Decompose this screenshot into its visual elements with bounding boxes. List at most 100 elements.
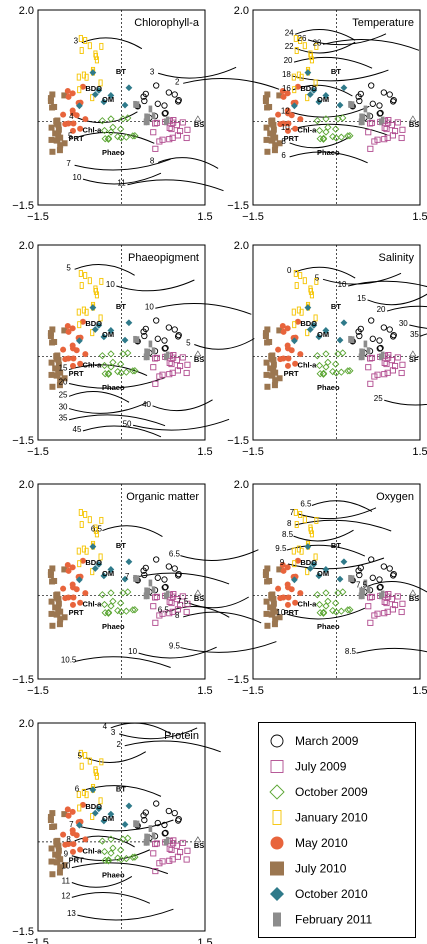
data-point (79, 801, 86, 808)
data-point (84, 791, 89, 799)
data-point (275, 585, 282, 592)
contour-label: 2 (175, 77, 180, 86)
data-point (264, 148, 271, 155)
data-point (383, 125, 390, 133)
data-point (65, 328, 72, 335)
panel-phaeopigment: 2.0−1.5−1.5 1.5Phaeopigment51010515202530… (12, 240, 255, 458)
contour-label: 3 (150, 67, 155, 76)
tick-label-y-max: 2.0 (19, 240, 34, 252)
site-label: BDO (85, 558, 102, 567)
data-point (350, 575, 355, 583)
data-point (48, 858, 55, 865)
data-point (169, 369, 176, 376)
site-label: PRT (69, 856, 84, 865)
data-point (313, 352, 321, 360)
contour-label: 15 (357, 294, 366, 303)
contour-label: 2 (116, 740, 121, 749)
contour-line (132, 418, 230, 431)
contour-label: 11 (62, 876, 71, 885)
contour-line (102, 525, 163, 537)
data-point (322, 566, 330, 573)
data-point (84, 308, 89, 316)
data-point (165, 324, 172, 331)
data-point (365, 364, 372, 371)
data-point (78, 749, 83, 757)
contour-line (291, 123, 388, 136)
data-point (152, 120, 159, 127)
contour-label: 11 (117, 179, 126, 188)
contour-label: 8.5 (282, 530, 294, 539)
contour-label: 25 (59, 390, 68, 399)
tick-label-y-min: −1.5 (227, 200, 249, 212)
contour-label: 16 (282, 84, 291, 93)
data-point (75, 576, 83, 584)
data-point (55, 131, 62, 138)
data-point (162, 109, 169, 117)
data-point (133, 574, 137, 582)
data-point (153, 556, 160, 563)
data-point (153, 593, 160, 600)
data-point (170, 352, 177, 359)
data-point (156, 138, 163, 145)
contour-line (74, 835, 135, 848)
data-point (135, 820, 140, 828)
data-point (313, 314, 318, 322)
contour-line (138, 646, 217, 659)
data-point (159, 136, 166, 143)
data-point (336, 575, 344, 583)
data-point (294, 47, 299, 54)
data-point (268, 353, 275, 360)
data-point (55, 605, 62, 612)
data-point (78, 34, 83, 42)
data-point (308, 524, 313, 532)
data-point (309, 530, 314, 538)
contour-label: 7 (69, 820, 74, 829)
data-point (384, 369, 391, 376)
data-point (107, 363, 115, 371)
data-point (173, 842, 180, 849)
data-point (363, 579, 368, 587)
data-point (183, 608, 190, 616)
data-point (313, 553, 318, 561)
contour-line (297, 507, 377, 520)
data-point (82, 116, 89, 123)
data-point (367, 380, 374, 387)
data-point (173, 357, 180, 364)
contour-line (110, 722, 172, 735)
contour-line (180, 641, 277, 653)
data-point (346, 367, 354, 375)
data-point (336, 336, 344, 344)
data-point (365, 129, 372, 136)
contour-line (157, 66, 237, 79)
contour-label: 22 (285, 42, 294, 51)
data-point (125, 319, 133, 327)
data-point (55, 126, 62, 133)
data-point (135, 336, 140, 344)
site-label: Phaeo (317, 622, 340, 631)
legend-entry: May 2010 (270, 836, 348, 850)
data-point (52, 130, 59, 137)
data-point (292, 125, 299, 132)
site-label: PRT (69, 608, 84, 617)
data-point (93, 526, 99, 534)
data-point (368, 556, 375, 563)
data-point (270, 131, 277, 138)
data-point (263, 598, 270, 605)
data-point (104, 370, 113, 378)
data-point (310, 560, 318, 568)
data-point (319, 609, 328, 617)
contour-line (82, 425, 162, 438)
contour-line (74, 158, 171, 171)
data-point (309, 291, 314, 299)
data-point (292, 560, 297, 568)
data-point (53, 592, 60, 599)
data-point (374, 371, 381, 378)
data-point (272, 616, 279, 623)
data-point (121, 575, 129, 583)
contour-line (77, 819, 174, 832)
data-point (356, 571, 363, 579)
data-point (49, 91, 56, 98)
contour-line (82, 785, 162, 797)
contour-label: 7.5 (356, 580, 368, 589)
data-point (371, 138, 378, 145)
